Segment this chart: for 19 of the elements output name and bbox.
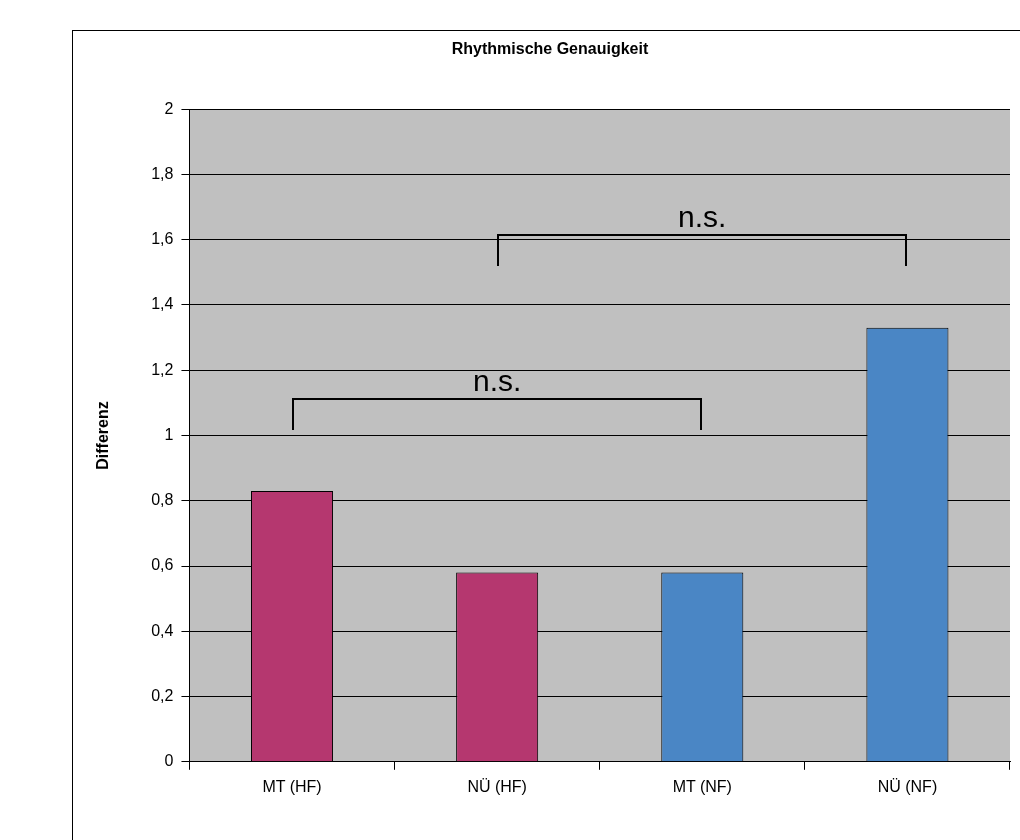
x-tick-label: NÜ (HF) xyxy=(467,777,527,795)
x-tick-label: MT (NF) xyxy=(672,777,732,795)
chart-title: Rhythmische Genauigkeit xyxy=(451,40,649,58)
x-tick-label: MT (HF) xyxy=(262,777,322,795)
y-tick-label: 1,2 xyxy=(151,360,174,378)
y-axis-title: Differenz xyxy=(94,401,112,470)
y-tick-label: 0,6 xyxy=(151,556,174,574)
y-tick-label: 2 xyxy=(164,99,174,117)
annotation: n.s. xyxy=(472,363,522,397)
y-tick-label: 0,8 xyxy=(151,491,174,509)
y-tick-label: 1,4 xyxy=(151,295,174,313)
y-tick-label: 1 xyxy=(164,425,174,443)
x-tick-label: NÜ (NF) xyxy=(877,777,938,795)
y-tick-label: 0 xyxy=(164,752,174,770)
y-tick-label: 1,8 xyxy=(151,164,174,182)
annotation: n.s. xyxy=(678,199,727,233)
y-tick-label: 0,2 xyxy=(151,686,174,704)
y-tick-label: 1,6 xyxy=(151,230,174,248)
y-tick-label: 0,4 xyxy=(151,621,174,639)
